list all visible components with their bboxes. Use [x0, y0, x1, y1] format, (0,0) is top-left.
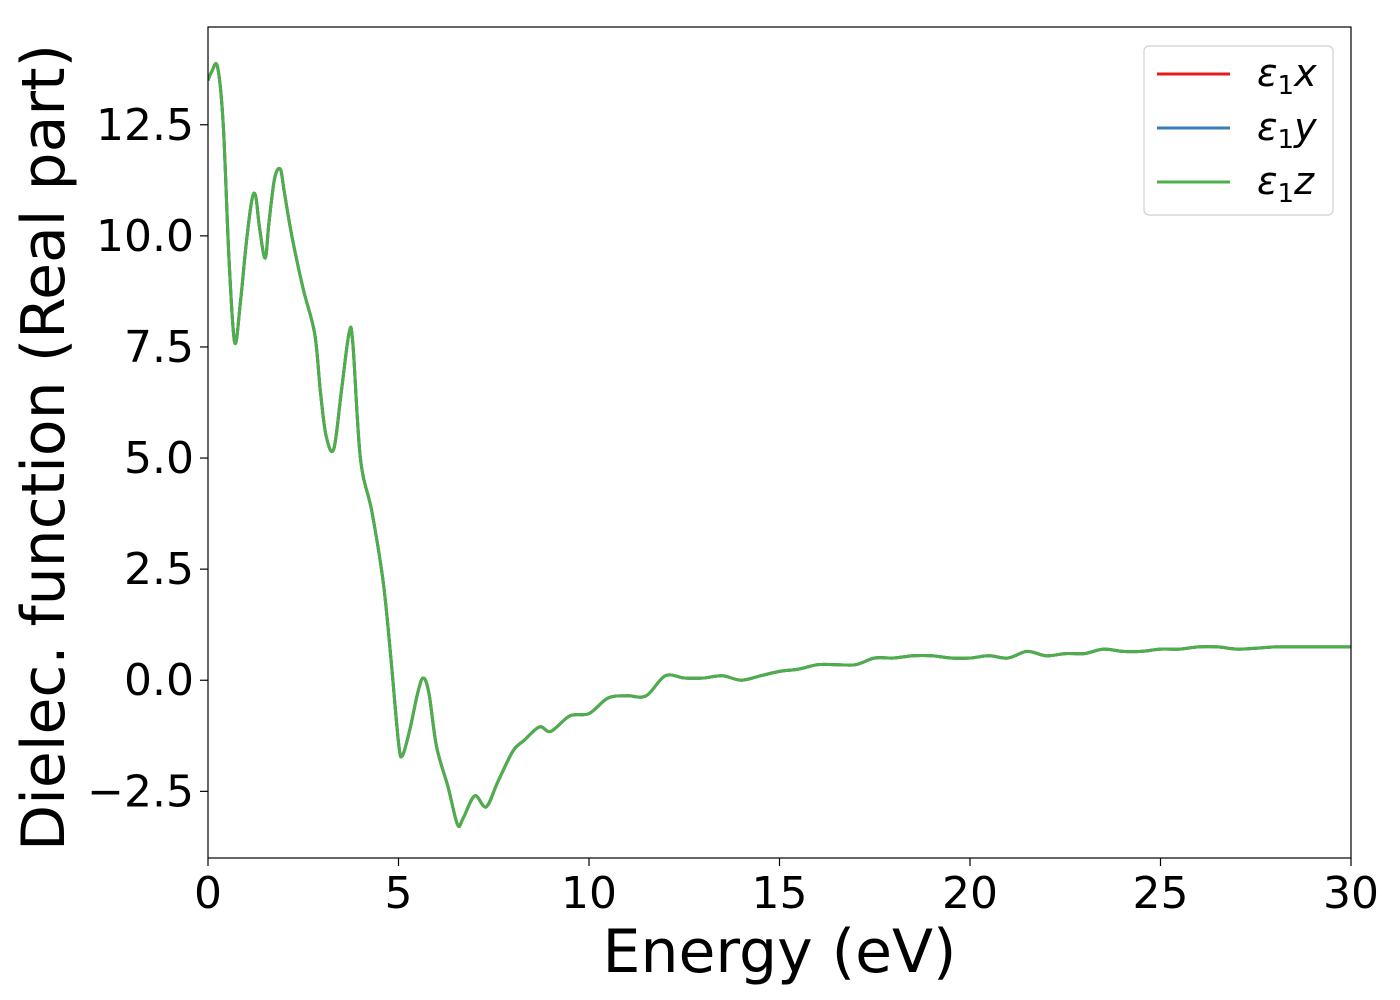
x-tick-label: 0 — [194, 868, 222, 919]
x-axis: 0 5 10 15 20 25 30 — [194, 858, 1379, 919]
legend-label-z: ε1z — [1257, 159, 1315, 209]
x-tick-label: 10 — [561, 868, 617, 919]
y-tick-label: 10.0 — [96, 211, 194, 262]
y-axis-label: Dielec. function (Real part) — [9, 44, 79, 851]
x-axis-label: Energy (eV) — [603, 917, 957, 987]
x-tick-label: 20 — [942, 868, 998, 919]
y-tick-label: 12.5 — [96, 100, 194, 151]
series-lines — [208, 62, 1351, 828]
legend-label-y: ε1y — [1257, 105, 1317, 155]
y-tick-label: −2.5 — [87, 766, 194, 817]
legend-label-x: ε1x — [1257, 51, 1317, 101]
y-tick-label: 5.0 — [124, 433, 194, 484]
x-tick-label: 30 — [1323, 868, 1379, 919]
legend-box — [1143, 45, 1334, 216]
y-tick-label: 0.0 — [124, 655, 194, 706]
y-tick-label: 7.5 — [124, 322, 194, 373]
x-tick-label: 25 — [1133, 868, 1189, 919]
series-line-z — [208, 62, 1351, 828]
y-tick-label: 2.5 — [124, 544, 194, 595]
x-tick-label: 5 — [385, 868, 413, 919]
y-axis: −2.5 0.0 2.5 5.0 7.5 10.0 12.5 — [87, 100, 208, 817]
x-tick-label: 15 — [752, 868, 808, 919]
